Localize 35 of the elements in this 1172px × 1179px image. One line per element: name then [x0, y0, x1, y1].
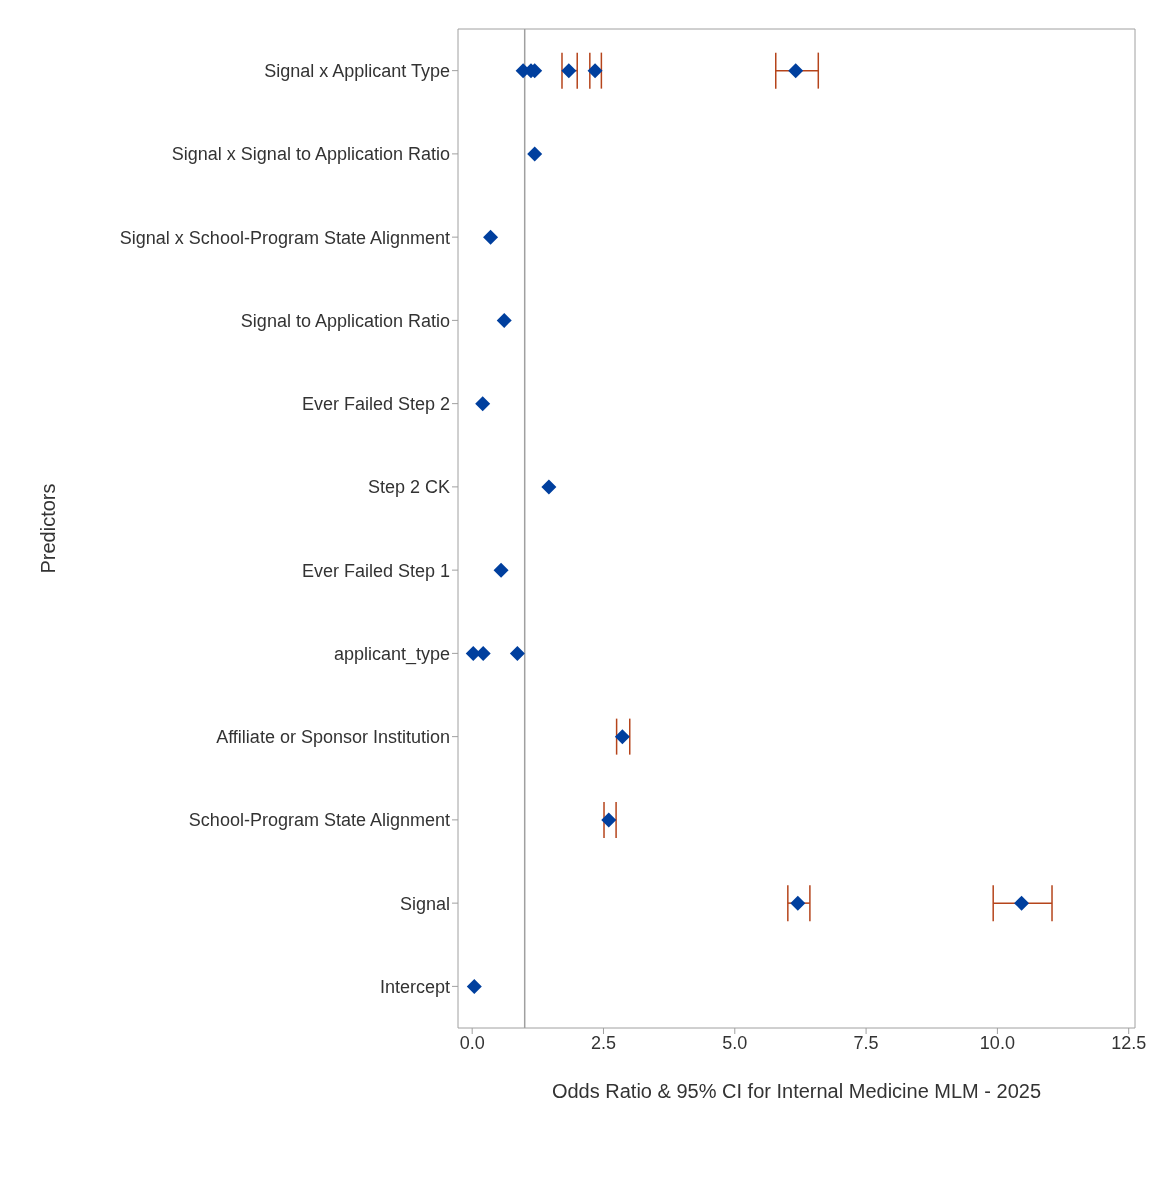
point	[475, 396, 491, 412]
point	[790, 895, 806, 911]
x-tick-label: 5.0	[722, 1032, 748, 1053]
y-tick-label: Signal	[399, 893, 450, 914]
y-tick-label: Ever Failed Step 2	[301, 394, 450, 415]
point	[483, 229, 499, 245]
point	[601, 812, 617, 828]
y-tick-label: Signal x Signal to Application Ratio	[171, 144, 450, 165]
point	[587, 63, 603, 79]
point	[541, 479, 557, 495]
x-tick-label: 0.0	[459, 1032, 485, 1053]
y-tick-label: Signal to Application Ratio	[240, 310, 450, 331]
y-tick-label: Ever Failed Step 1	[301, 560, 450, 581]
y-tick-label: Intercept	[379, 976, 450, 997]
y-tick-label: applicant_type	[333, 643, 450, 665]
y-axis-title: Predictors	[37, 483, 60, 574]
x-axis-title: Odds Ratio & 95% CI for Internal Medicine MLM - 2025	[551, 1080, 1042, 1102]
y-tick-label: Signal x Applicant Type	[264, 61, 450, 82]
y-tick-label: Step 2 CK	[367, 477, 450, 498]
x-tick-label: 2.5	[590, 1032, 616, 1053]
x-tick-label: 10.0	[979, 1032, 1015, 1053]
x-tick-label: 7.5	[853, 1032, 879, 1053]
point	[527, 146, 543, 162]
y-tick-label: Affiliate or Sponsor Institution	[216, 727, 450, 748]
point	[614, 729, 630, 745]
y-tick-label: School-Program State Alignment	[188, 810, 450, 831]
point	[466, 978, 482, 994]
x-tick-label: 12.5	[1111, 1032, 1147, 1053]
point	[493, 562, 509, 578]
point	[788, 63, 804, 79]
point	[561, 63, 577, 79]
point	[509, 645, 525, 661]
y-tick-label: Signal x School-Program State Alignment	[119, 227, 450, 248]
point	[496, 312, 512, 328]
point	[1014, 895, 1030, 911]
